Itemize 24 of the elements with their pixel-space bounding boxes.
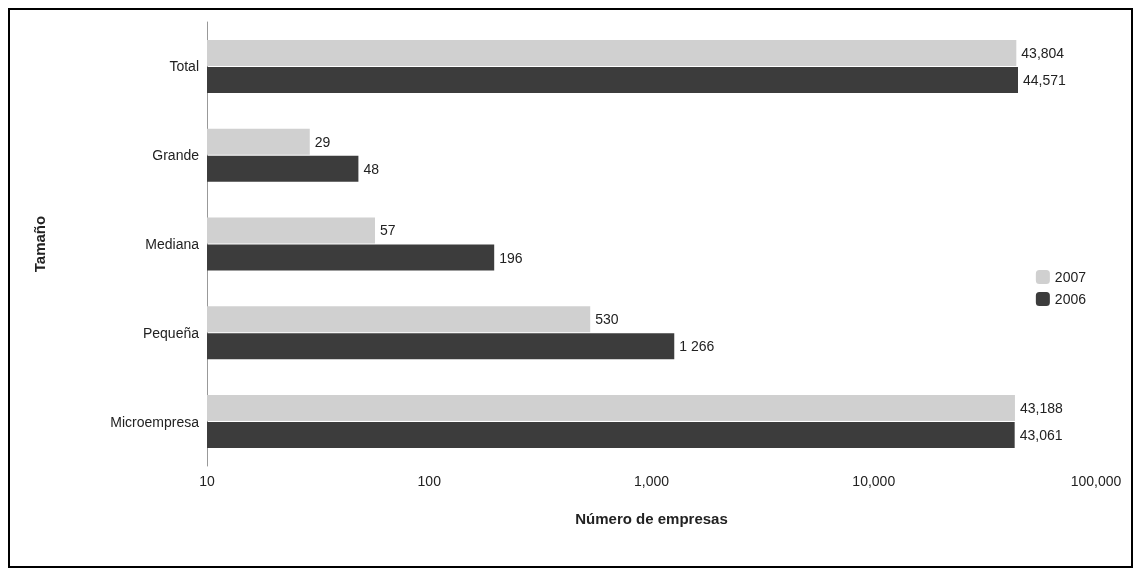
y-axis-title: Tamaño bbox=[31, 215, 48, 273]
y-tick-label: Pequeña bbox=[142, 324, 200, 341]
x-tick-label: 1,000 bbox=[633, 473, 670, 489]
data-label: 43,061 bbox=[1019, 427, 1063, 444]
data-label: 57 bbox=[379, 222, 396, 239]
data-label: 44,571 bbox=[1023, 71, 1067, 88]
data-label: 43,804 bbox=[1021, 44, 1065, 61]
data-label: 530 bbox=[595, 311, 619, 328]
data-label: 29 bbox=[314, 133, 331, 150]
legend-label: 2006 bbox=[1054, 291, 1087, 307]
data-label: 43,188 bbox=[1019, 400, 1063, 417]
data-label: 196 bbox=[499, 249, 523, 266]
y-tick-label: Total bbox=[169, 58, 199, 75]
x-tick-label: 100,000 bbox=[1070, 473, 1122, 489]
legend-label: 2007 bbox=[1054, 269, 1087, 285]
y-tick-label: Grande bbox=[152, 147, 200, 164]
x-tick-label: 100 bbox=[417, 473, 442, 489]
y-tick-label: Microempresa bbox=[110, 413, 200, 430]
data-label: 1 266 bbox=[679, 338, 715, 355]
x-tick-label: 10 bbox=[199, 473, 215, 489]
x-tick-label: 10,000 bbox=[852, 473, 896, 489]
data-label: 48 bbox=[363, 160, 380, 177]
y-tick-label: Mediana bbox=[145, 236, 200, 252]
x-axis-title: Número de empresas bbox=[575, 510, 728, 527]
